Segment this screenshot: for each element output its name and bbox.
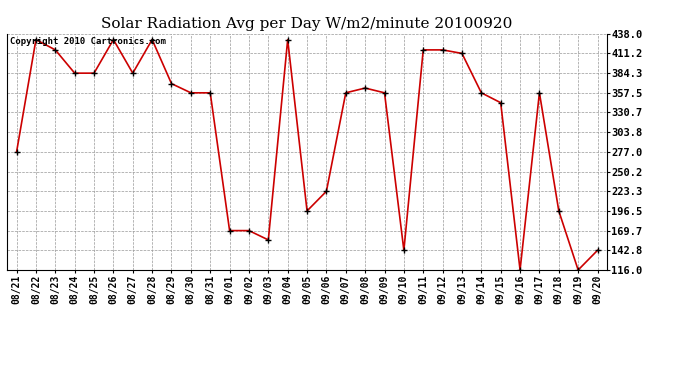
Text: Copyright 2010 Cartronics.com: Copyright 2010 Cartronics.com <box>10 37 166 46</box>
Title: Solar Radiation Avg per Day W/m2/minute 20100920: Solar Radiation Avg per Day W/m2/minute … <box>101 17 513 31</box>
